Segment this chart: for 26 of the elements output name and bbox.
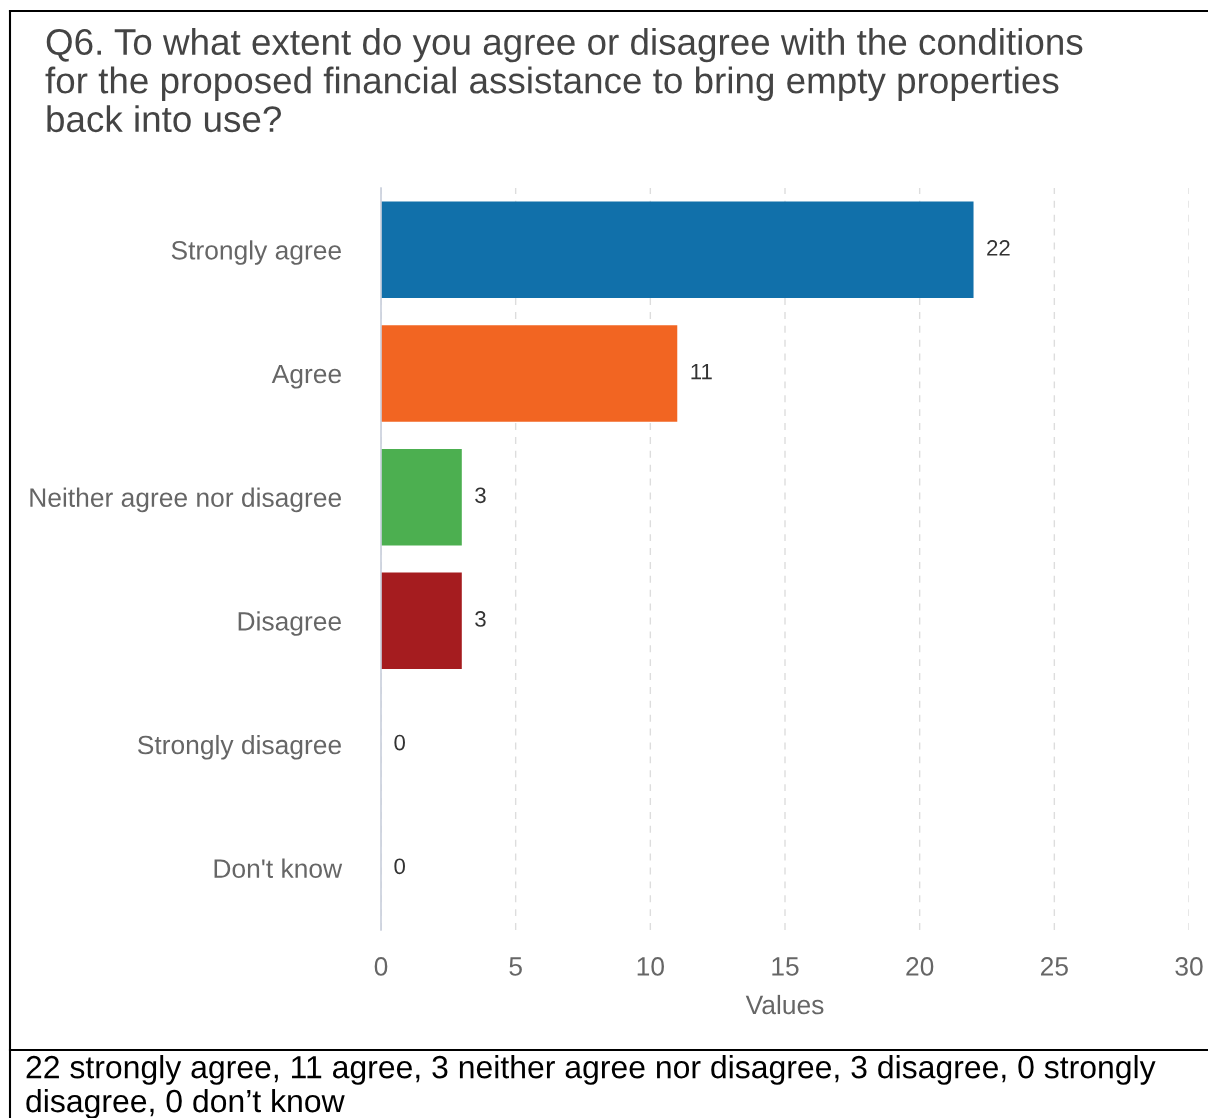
text: 22 strongly agree, 11 agree, 3 neither agree nor disagree, 3 disagree, 0 strongly disagree, 0 don’t know [26,1055,1156,1118]
x-tick-label: 15 [772,957,799,976]
data-label: 3 [475,611,486,627]
x-tick-label: 0 [374,957,388,976]
y-tick-label: Strongly disagree [137,734,341,760]
bar [381,448,462,546]
x-tick-label: 5 [509,957,522,976]
data-label: 0 [394,858,405,875]
chart-title: Q6. To what extent do you agree or disagree with the conditions for the proposed financial assistance to bring empty properties back into use? [45,28,1083,133]
data-label: 22 [987,240,1010,256]
bar [381,325,678,422]
x-tick-label: 25 [1040,957,1068,976]
bar [381,572,462,670]
x-tick-label: 10 [637,957,664,976]
y-tick-label: Don't know [214,858,343,878]
data-label: 3 [475,487,486,504]
y-tick-label: Neither agree nor disagree [30,487,341,513]
x-tick-label: 20 [906,957,934,976]
data-label: 11 [691,363,712,380]
y-tick-label: Agree [271,364,341,389]
y-tick-label: Strongly agree [171,240,341,265]
y-tick-label: Disagree [238,611,341,636]
bar [381,201,974,299]
x-tick-label: 30 [1175,957,1203,976]
x-axis-title: Values [745,994,824,1015]
data-label: 0 [394,734,405,751]
